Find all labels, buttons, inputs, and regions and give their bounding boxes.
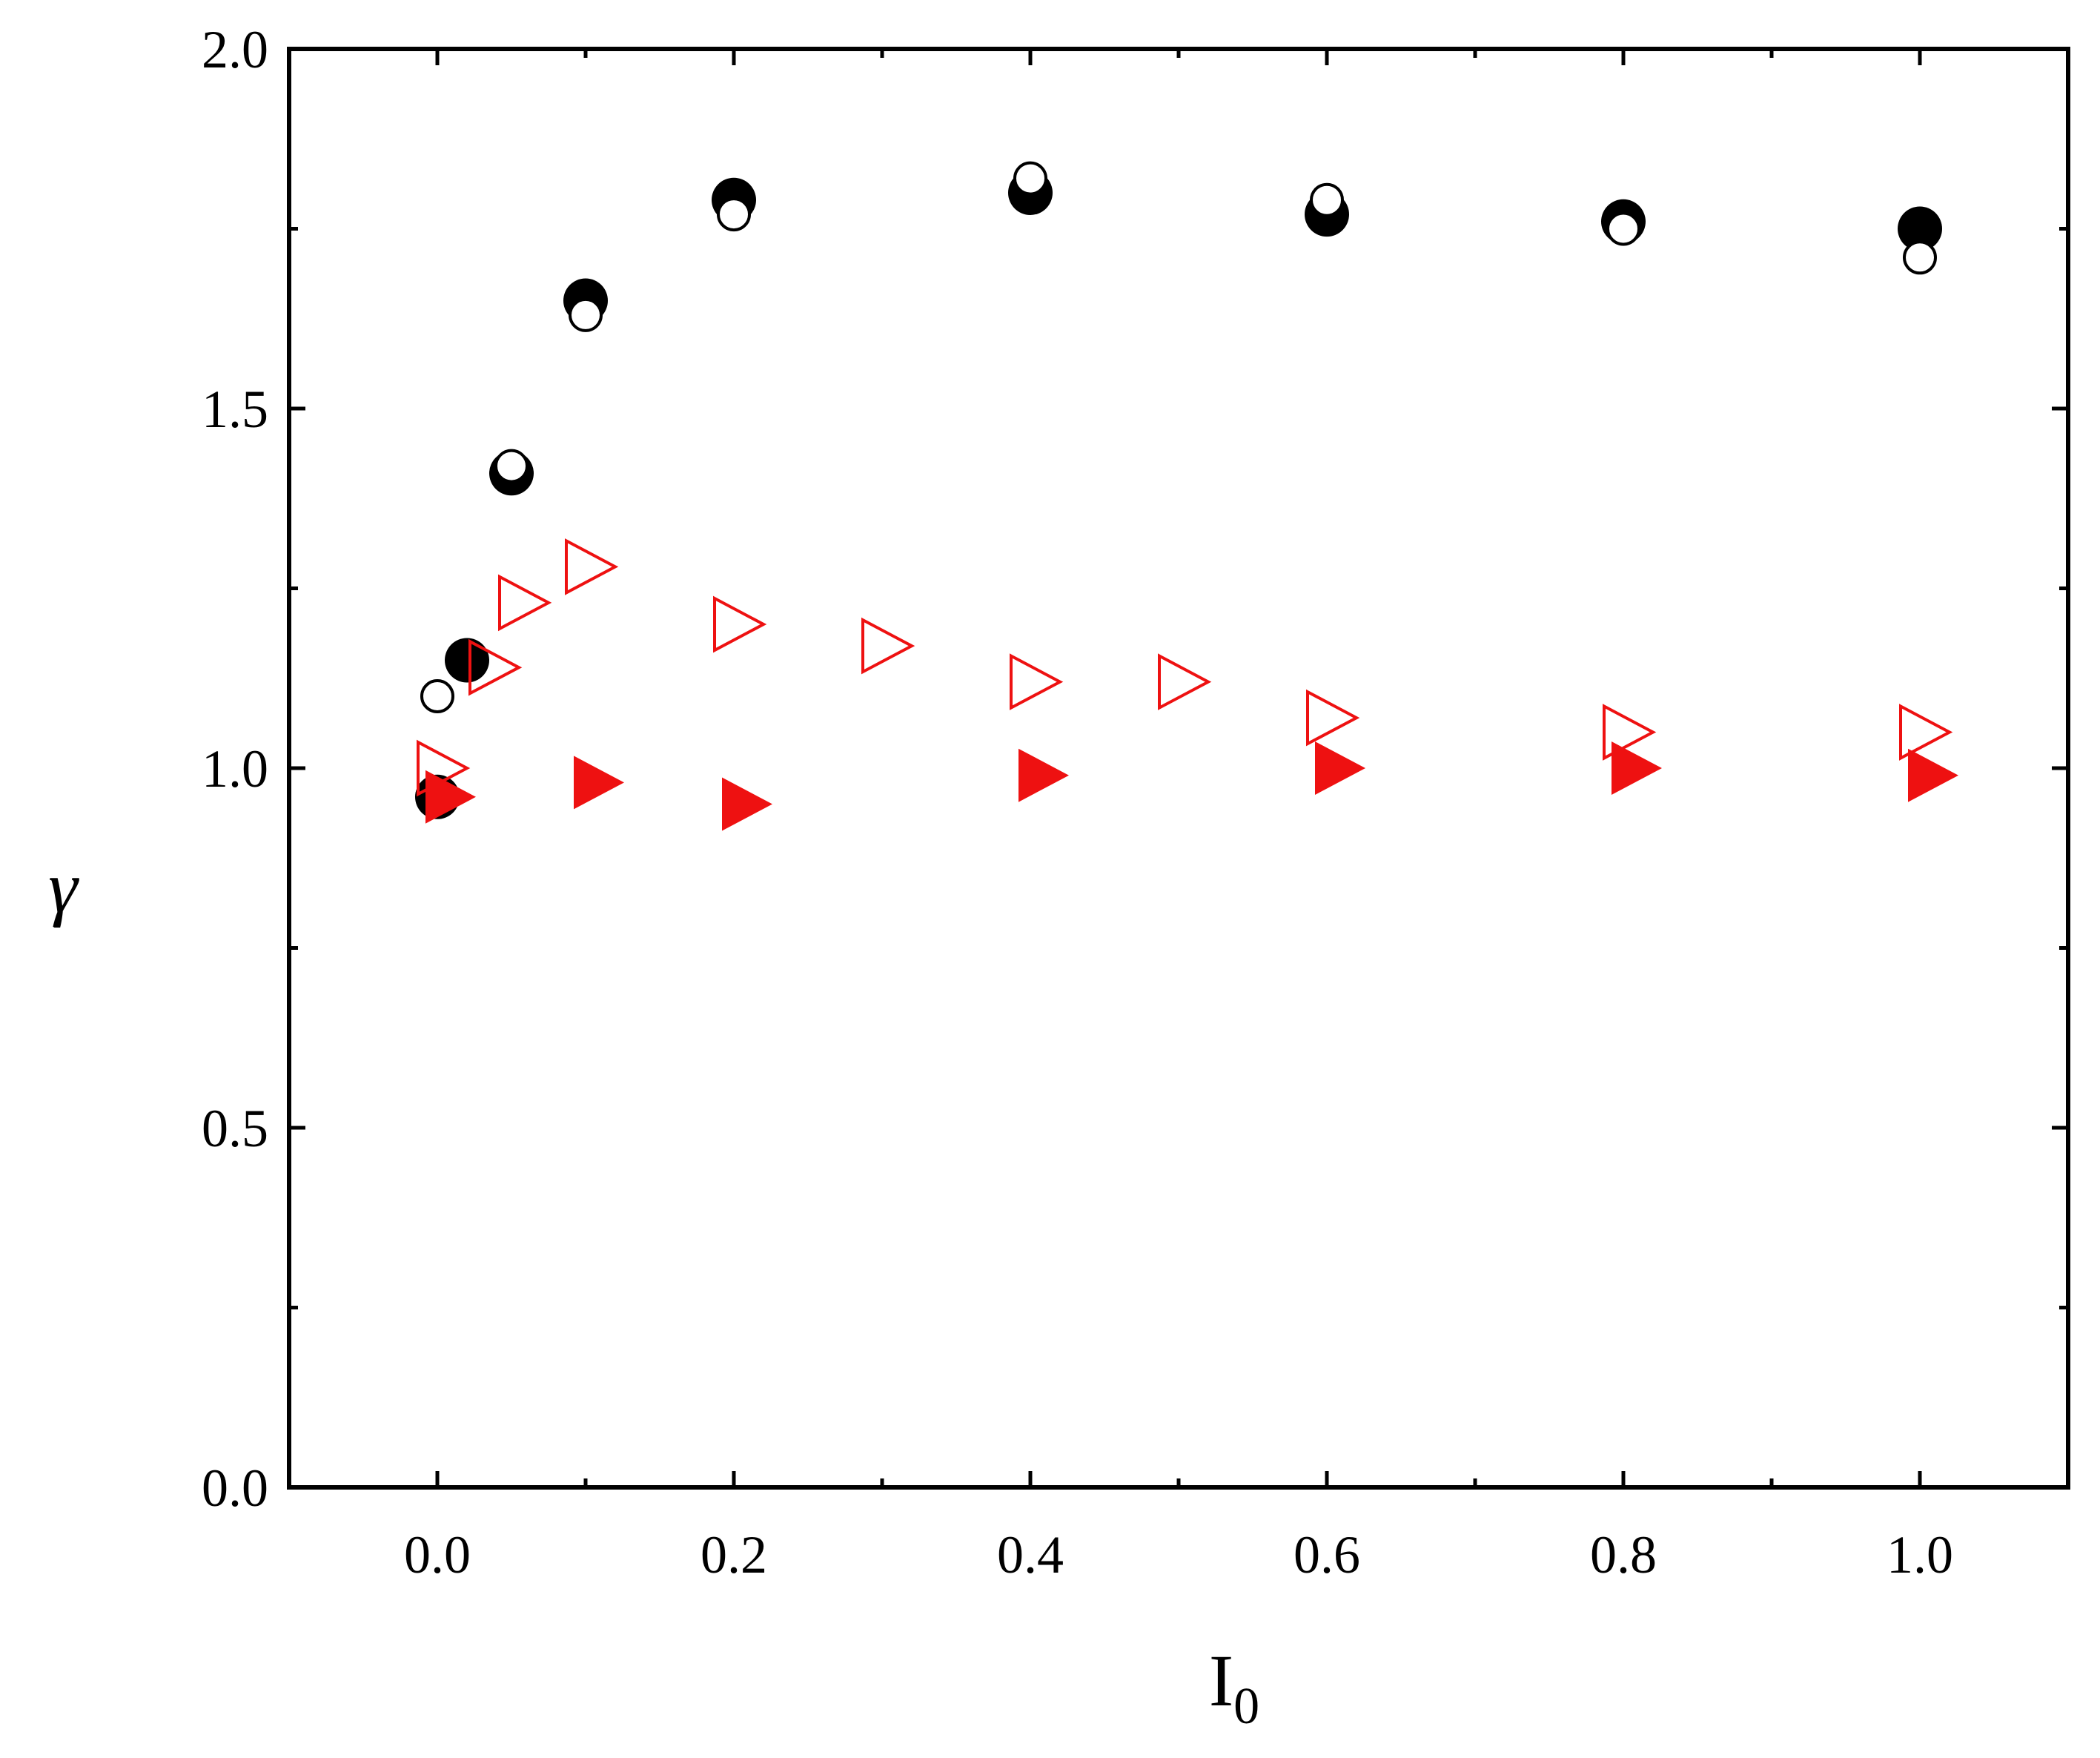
data-point bbox=[445, 638, 489, 683]
data-points bbox=[415, 161, 1958, 831]
data-point bbox=[1898, 206, 1942, 251]
data-point bbox=[1158, 653, 1212, 710]
x-tick-label: 0.4 bbox=[997, 1525, 1064, 1584]
x-tick-label: 0.2 bbox=[700, 1525, 767, 1584]
data-point bbox=[565, 538, 619, 595]
series-2 bbox=[420, 161, 1937, 713]
x-tick-label: 0.8 bbox=[1590, 1525, 1657, 1584]
y-tick-label: 1.0 bbox=[202, 739, 268, 799]
y-tick-label: 2.0 bbox=[202, 20, 268, 79]
data-point bbox=[1315, 741, 1365, 795]
data-point bbox=[1908, 748, 1958, 802]
data-point bbox=[1899, 704, 1953, 761]
data-point bbox=[713, 595, 767, 653]
data-point bbox=[494, 449, 529, 483]
data-point bbox=[1306, 689, 1360, 747]
data-point bbox=[574, 756, 624, 810]
data-point bbox=[1903, 240, 1937, 275]
data-point bbox=[1018, 748, 1069, 802]
y-tick-label: 0.0 bbox=[202, 1458, 268, 1518]
y-tick-label: 0.5 bbox=[202, 1099, 268, 1158]
y-axis-label: γ bbox=[48, 846, 79, 928]
data-point bbox=[1612, 741, 1662, 795]
plot-frame bbox=[287, 47, 2070, 1490]
x-tick-label: 1.0 bbox=[1887, 1525, 1953, 1584]
axis-ticks: 0.0 0.2 0.4 0.6 0.8 1.0 0.0 0.5 1.0 1.5 2.0 bbox=[202, 20, 2070, 1584]
data-point bbox=[1013, 161, 1047, 196]
data-point bbox=[1606, 211, 1640, 246]
x-tick-label: 0.6 bbox=[1294, 1525, 1360, 1584]
data-point bbox=[1010, 653, 1064, 710]
data-point bbox=[569, 297, 603, 332]
x-axis-label-main: I bbox=[1209, 1639, 1233, 1722]
data-point bbox=[498, 574, 552, 632]
data-point bbox=[1603, 704, 1657, 761]
series-4 bbox=[425, 741, 1958, 831]
series-3 bbox=[417, 538, 1953, 797]
series-1 bbox=[415, 171, 1942, 819]
data-point bbox=[722, 777, 772, 831]
data-point bbox=[1310, 182, 1344, 217]
data-point bbox=[468, 638, 523, 696]
x-tick-label: 0.0 bbox=[404, 1525, 471, 1584]
x-axis-label-subscript: 0 bbox=[1233, 1678, 1259, 1735]
data-point bbox=[420, 679, 454, 713]
data-point bbox=[717, 197, 751, 232]
y-tick-label: 1.5 bbox=[202, 380, 268, 439]
x-axis-label: I0 bbox=[1209, 1639, 1259, 1735]
data-point bbox=[425, 770, 476, 824]
data-point bbox=[861, 617, 915, 675]
